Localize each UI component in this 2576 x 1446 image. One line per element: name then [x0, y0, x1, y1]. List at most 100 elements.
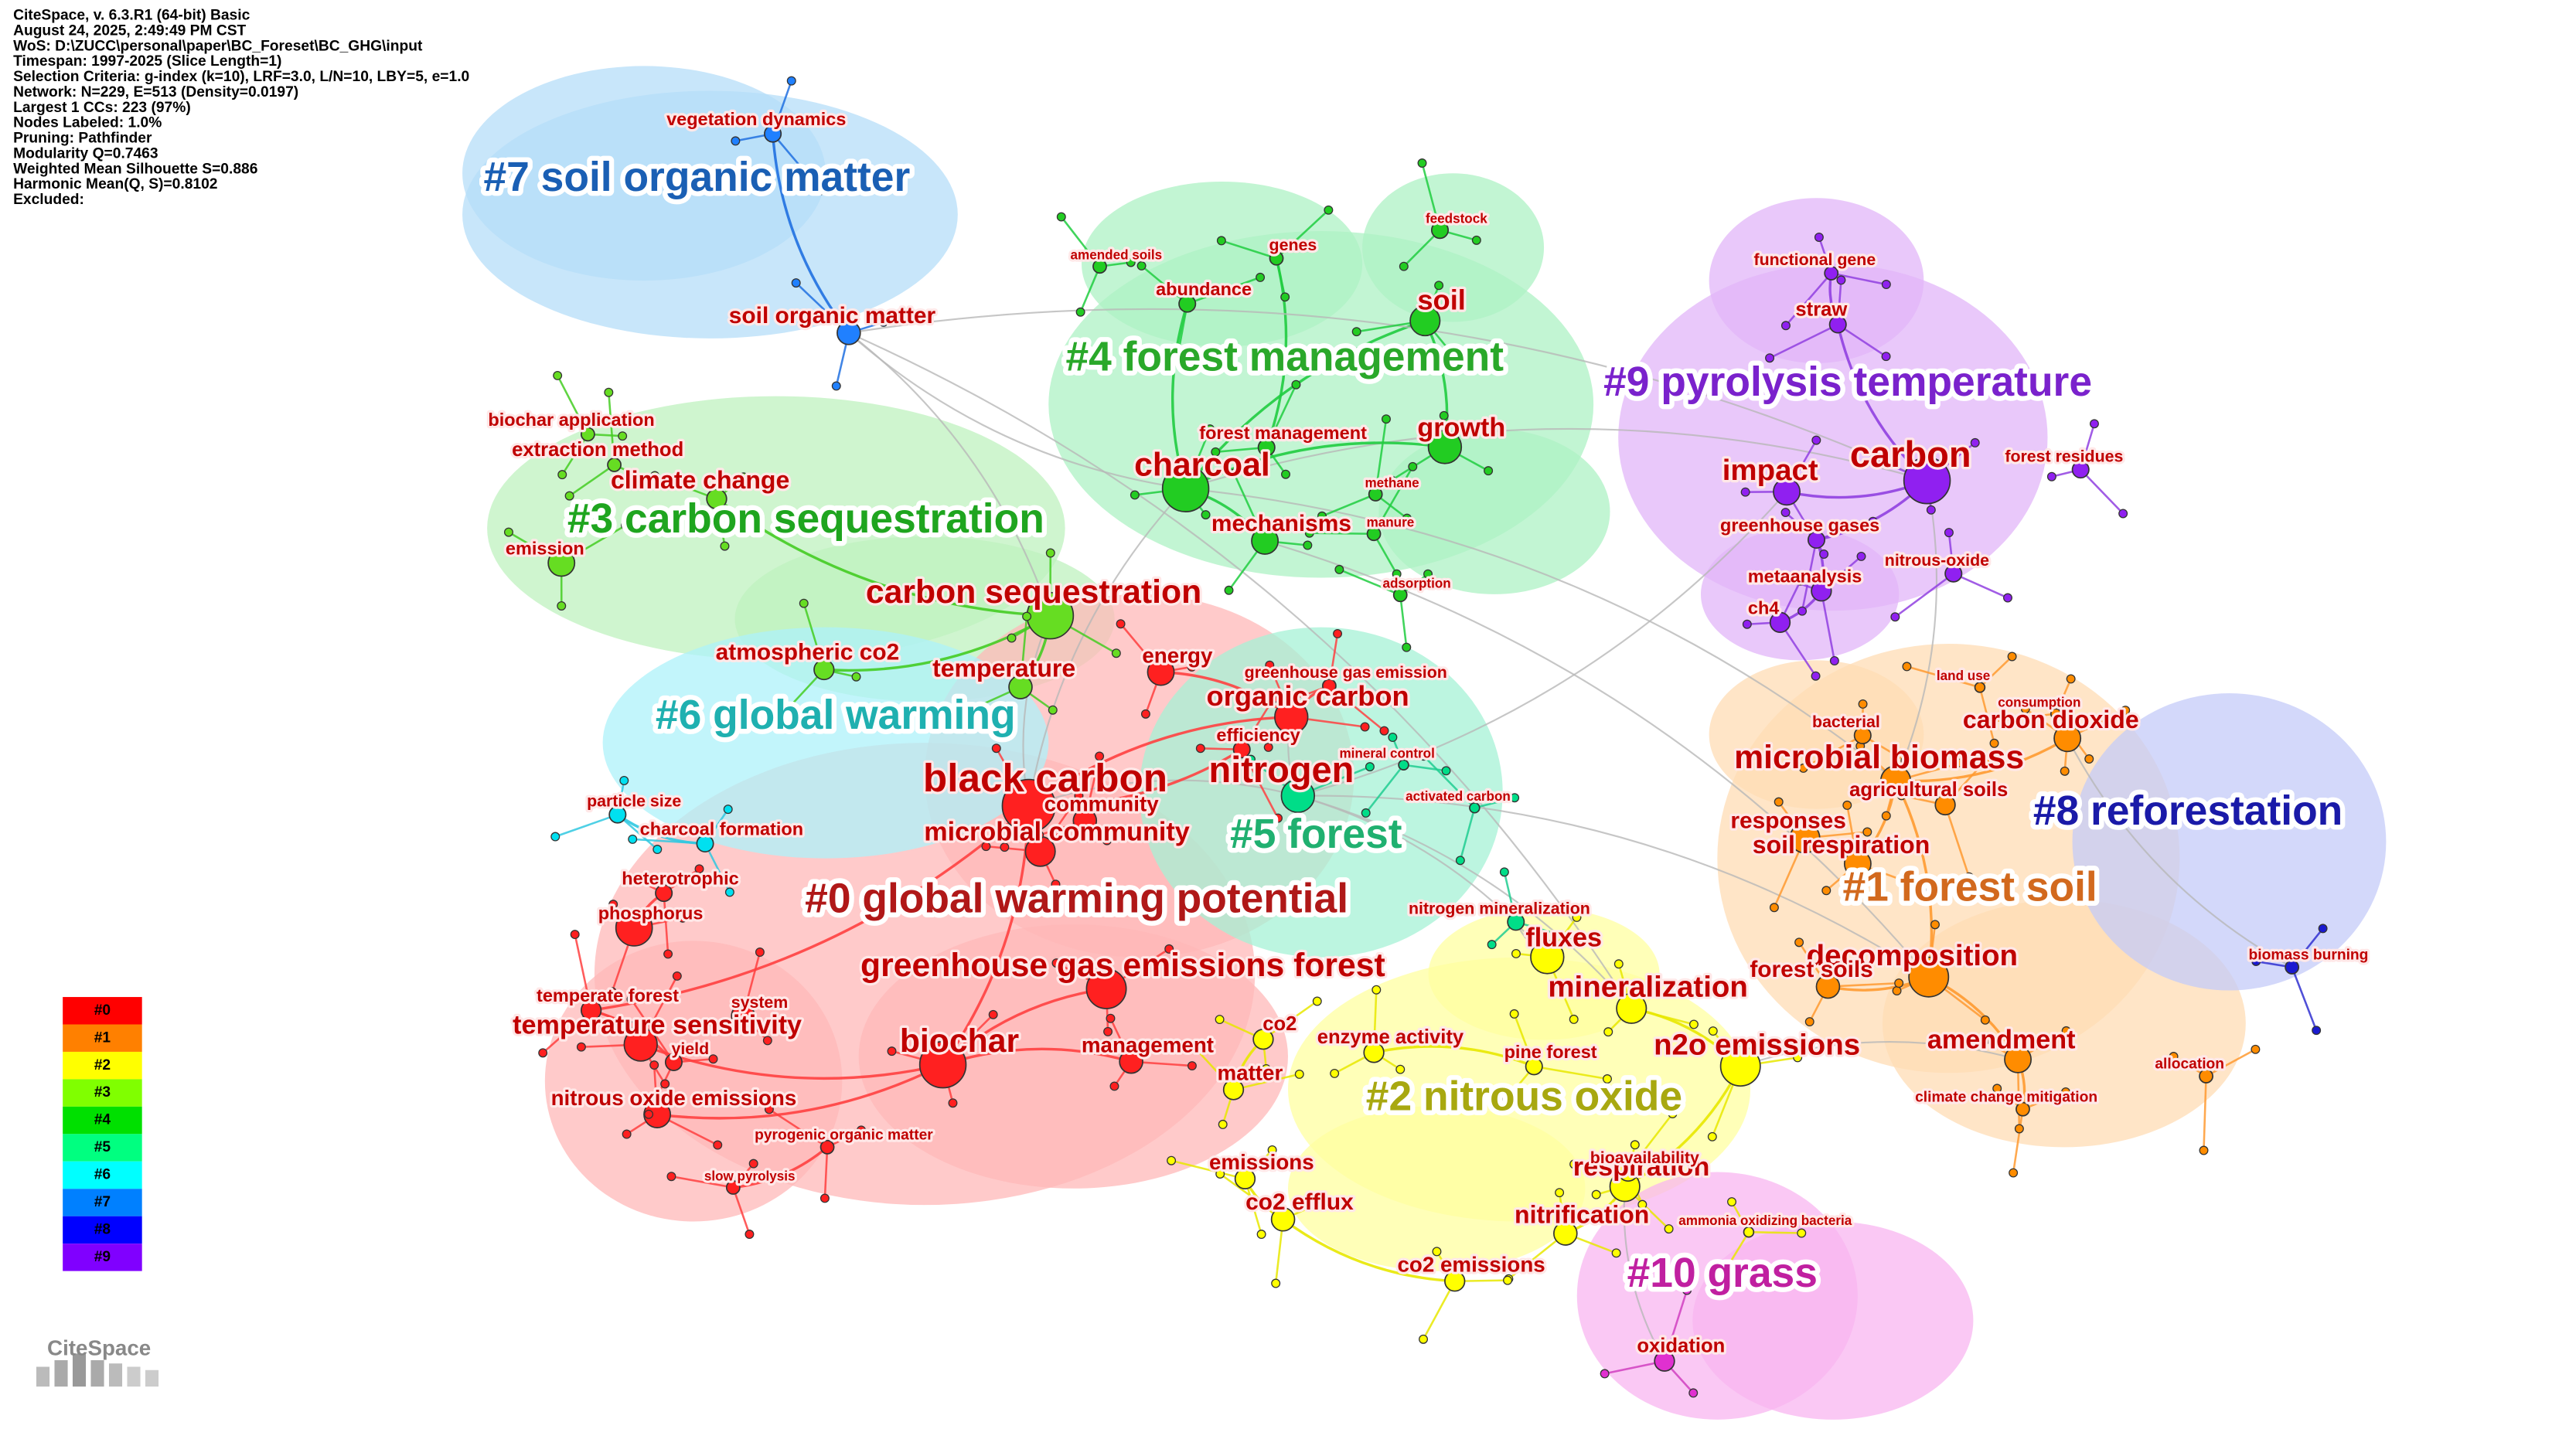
- minor-node: [1511, 948, 1521, 958]
- minor-node: [1603, 1027, 1613, 1037]
- minor-node: [1439, 410, 1449, 420]
- header-line: August 24, 2025, 2:49:49 PM CST: [13, 22, 246, 39]
- intra-cluster-edge: [608, 392, 615, 465]
- intra-cluster-edge: [1373, 1045, 1535, 1068]
- minor-node: [2020, 704, 2030, 714]
- inter-cluster-edge: [1297, 794, 1930, 978]
- intra-cluster-edge: [768, 1108, 828, 1148]
- keyword-label: genes: [1269, 236, 1317, 254]
- minor-node: [1484, 466, 1494, 476]
- cluster-area: [1288, 1106, 1586, 1271]
- node: [1234, 1168, 1256, 1189]
- minor-node: [1794, 937, 1804, 948]
- minor-node: [1164, 944, 1174, 954]
- intra-cluster-edge: [561, 434, 589, 475]
- keyword-label: emissions: [1209, 1150, 1314, 1174]
- minor-node: [948, 1098, 958, 1108]
- minor-node: [1051, 958, 1061, 968]
- keyword-label: mineralization: [1548, 971, 1747, 1004]
- node: [813, 658, 835, 681]
- intra-cluster-edge: [2055, 678, 2072, 715]
- intra-cluster-edge: [1769, 323, 1838, 359]
- minor-node: [1591, 1189, 1601, 1199]
- node: [664, 1053, 683, 1071]
- header-line: Network: N=229, E=513 (Density=0.0197): [13, 84, 298, 100]
- minor-node: [1201, 510, 1211, 520]
- minor-node: [2312, 1026, 2322, 1036]
- minor-node: [1856, 551, 1866, 561]
- legend-swatch: [63, 1106, 142, 1135]
- inter-cluster-edge: [848, 332, 1633, 1009]
- minor-node: [2251, 1044, 2261, 1054]
- minor-node: [1819, 549, 1829, 559]
- header-line: Excluded:: [13, 192, 84, 208]
- keyword-label: charcoal: [1134, 447, 1270, 484]
- intra-cluster-edge: [2291, 967, 2318, 1031]
- minor-node: [1280, 292, 1290, 302]
- node: [1769, 611, 1791, 633]
- legend-swatch: [63, 1244, 142, 1271]
- minor-node: [1187, 1061, 1197, 1071]
- intra-cluster-edge: [1187, 276, 1261, 305]
- logo-bar: [108, 1363, 123, 1387]
- cluster-area: [1082, 181, 1363, 347]
- keyword-label: climate change: [611, 466, 789, 494]
- intra-cluster-edge: [542, 1009, 592, 1054]
- minor-node: [731, 136, 741, 146]
- minor-node: [1130, 490, 1140, 500]
- minor-node: [1330, 1068, 1340, 1078]
- minor-node: [1095, 751, 1105, 761]
- minor-node: [1111, 648, 1121, 658]
- minor-node: [672, 971, 682, 981]
- node: [1368, 487, 1383, 502]
- minor-node: [819, 1193, 830, 1203]
- minor-node: [1900, 756, 1910, 766]
- minor-node: [1074, 791, 1084, 801]
- node: [1530, 940, 1565, 975]
- intra-cluster-edge: [574, 934, 592, 1011]
- cluster-label: #8 reforestation: [2033, 788, 2343, 834]
- node: [1815, 974, 1841, 999]
- intra-cluster-edge: [632, 838, 706, 845]
- minor-node: [1215, 1015, 1225, 1025]
- logo-text: CiteSpace: [47, 1336, 151, 1360]
- minor-node: [723, 805, 733, 815]
- intra-cluster-edge: [663, 893, 670, 954]
- minor-node: [1191, 1045, 1201, 1055]
- node: [1363, 1042, 1385, 1063]
- header-line: Pruning: Pathfinder: [13, 131, 152, 147]
- intra-cluster-edge: [1221, 240, 1277, 260]
- legend-label: #9: [94, 1249, 111, 1265]
- node: [1811, 580, 1832, 602]
- intra-cluster-edge: [1060, 216, 1101, 267]
- minor-node: [553, 370, 563, 380]
- inter-cluster-edge: [848, 332, 1186, 490]
- minor-node: [653, 845, 663, 855]
- minor-node: [1881, 811, 1891, 821]
- intra-cluster-edge: [630, 999, 675, 1063]
- minor-node: [1102, 835, 1112, 845]
- legend-label: #8: [94, 1221, 111, 1237]
- keyword-label: metaanalysis: [1748, 566, 1862, 587]
- cluster-label: #3 carbon sequestration: [567, 496, 1044, 542]
- minor-node: [1992, 1084, 2002, 1094]
- node: [1828, 315, 1847, 334]
- minor-node: [1890, 612, 1900, 622]
- keyword-label: vegetation dynamics: [666, 109, 846, 129]
- minor-node: [1707, 1131, 1717, 1141]
- intra-cluster-edge: [732, 1187, 751, 1235]
- minor-node: [1388, 733, 1398, 742]
- minor-node: [1051, 880, 1061, 890]
- minor-node: [755, 948, 765, 957]
- minor-node: [1126, 257, 1136, 267]
- keyword-label: matter: [1217, 1061, 1283, 1085]
- minor-node: [1780, 508, 1791, 518]
- keyword-label: soil: [1417, 284, 1466, 315]
- minor-node: [762, 1036, 772, 1046]
- minor-node: [816, 185, 826, 196]
- minor-node: [1742, 619, 1752, 629]
- keyword-label: respiration: [1573, 1152, 1710, 1182]
- keyword-label: soil organic matter: [729, 303, 936, 328]
- minor-node: [1970, 437, 1980, 447]
- minor-node: [607, 987, 617, 997]
